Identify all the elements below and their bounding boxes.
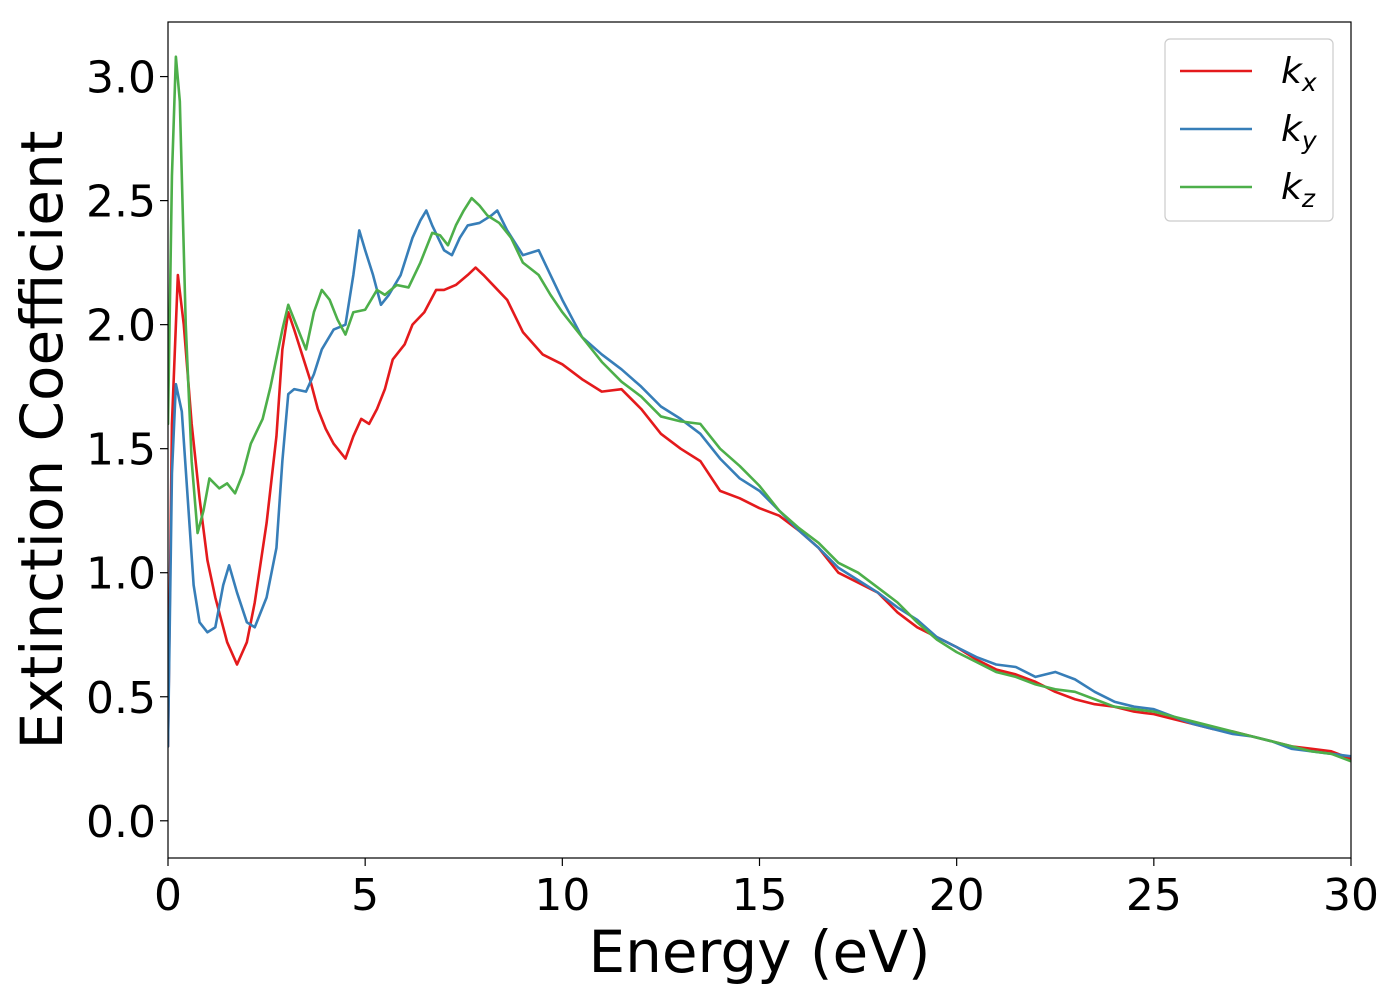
x-tick-label: 25 — [1126, 870, 1182, 921]
y-tick-label: 1.5 — [86, 425, 156, 476]
legend: kx ky kz — [1164, 38, 1334, 222]
x-tick-label: 30 — [1323, 870, 1379, 921]
y-axis: 0.0 0.5 1.0 1.5 2.0 2.5 3.0 — [86, 53, 168, 848]
x-tick-label: 5 — [351, 870, 379, 921]
y-tick-label: 2.0 — [86, 301, 156, 352]
y-tick-label: 3.0 — [86, 53, 156, 104]
legend-label-z: kz — [1281, 167, 1316, 213]
x-tick-label: 20 — [929, 870, 985, 921]
y-axis-title: Extinction Coefficient — [8, 131, 76, 750]
x-tick-label: 10 — [534, 870, 590, 921]
y-tick-label: 0.0 — [86, 797, 156, 848]
legend-label-y: ky — [1281, 109, 1318, 155]
series-line-z — [168, 55, 1351, 763]
x-axis-title: Energy (eV) — [588, 918, 930, 986]
x-tick-label: 0 — [154, 870, 182, 921]
y-tick-label: 1.0 — [86, 549, 156, 600]
y-tick-label: 2.5 — [86, 177, 156, 228]
plot-area — [168, 55, 1351, 763]
legend-label-x: kx — [1281, 51, 1317, 97]
series-line-y — [168, 209, 1351, 758]
series-line-x — [168, 266, 1351, 761]
y-tick-label: 0.5 — [86, 673, 156, 724]
x-tick-label: 15 — [732, 870, 788, 921]
x-axis: 0 5 10 15 20 25 30 — [154, 858, 1379, 921]
